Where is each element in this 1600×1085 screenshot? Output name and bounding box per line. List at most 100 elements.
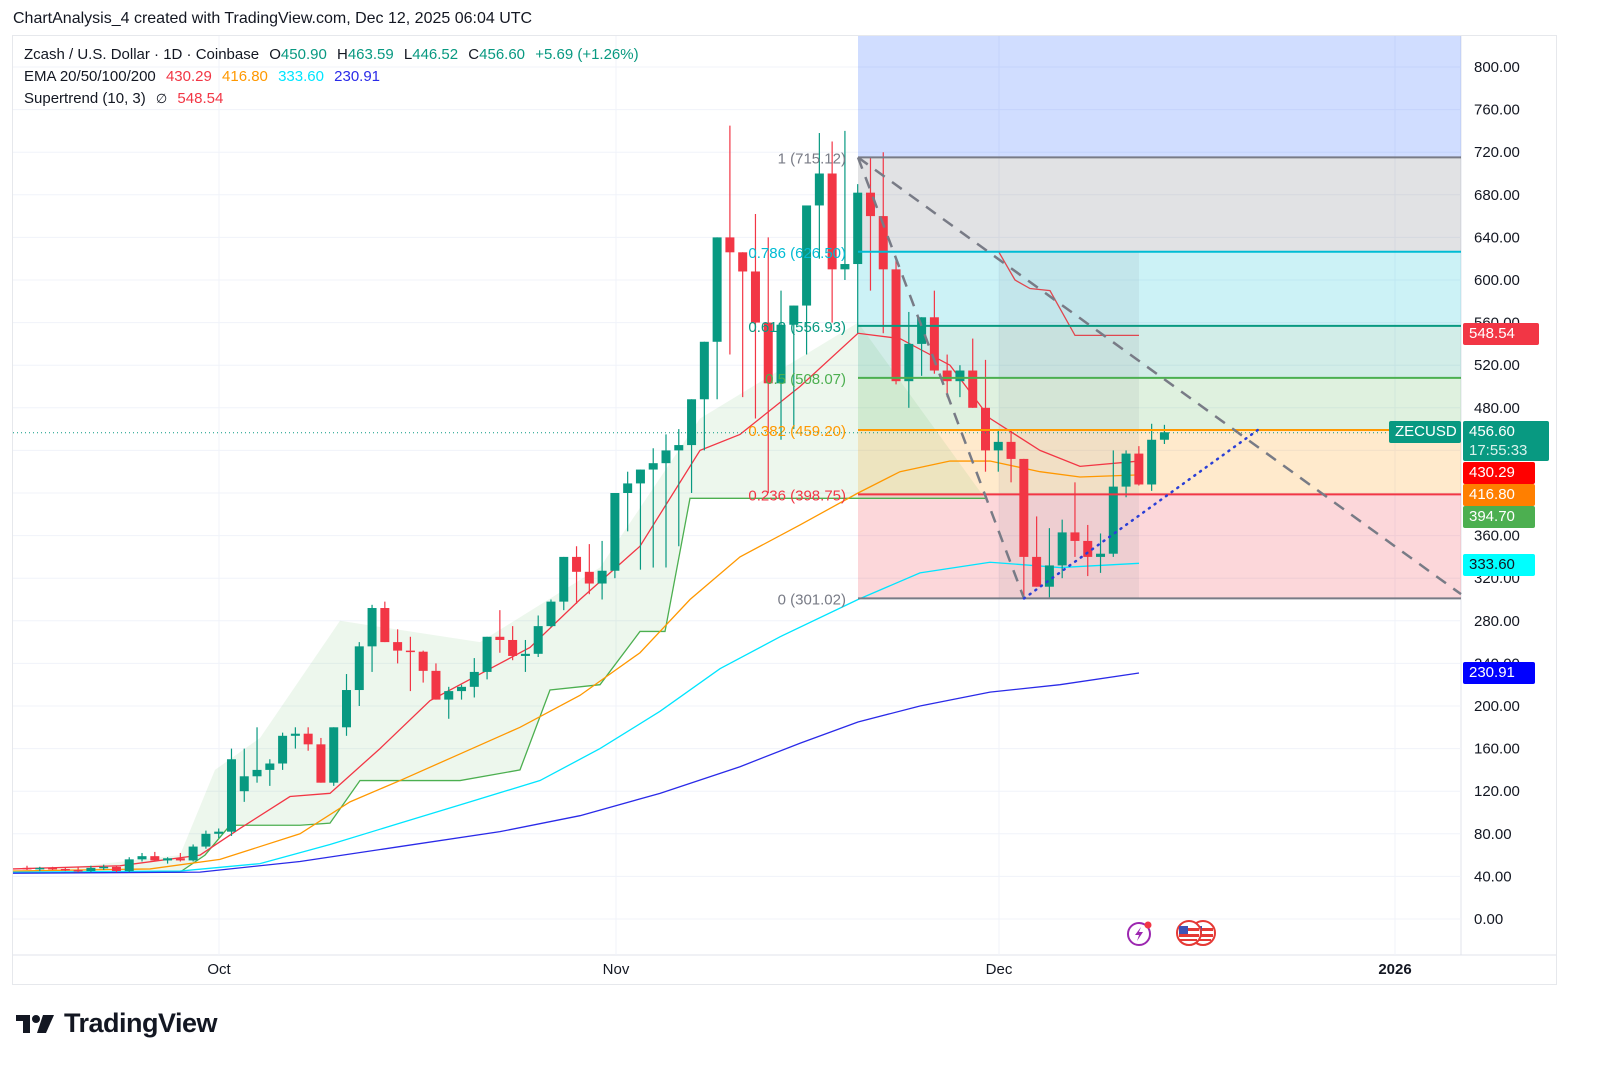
candle[interactable] (380, 601, 390, 643)
fib-trend-line[interactable] (856, 156, 1026, 599)
candle[interactable] (789, 305, 799, 430)
candle[interactable] (99, 864, 109, 871)
candle[interactable] (1057, 519, 1067, 579)
candle[interactable] (124, 857, 134, 873)
candle[interactable] (188, 844, 198, 862)
candle[interactable] (750, 213, 760, 419)
candle[interactable] (1134, 446, 1144, 486)
candle[interactable] (955, 365, 965, 398)
candle[interactable] (878, 152, 888, 334)
candle[interactable] (572, 546, 582, 604)
candle[interactable] (35, 866, 45, 872)
descending-trendline[interactable] (857, 156, 1462, 596)
candle[interactable] (201, 830, 211, 849)
candle[interactable] (137, 852, 147, 862)
candle[interactable] (150, 851, 160, 862)
candle[interactable] (968, 338, 978, 408)
candle[interactable] (431, 663, 441, 700)
candle[interactable] (802, 205, 812, 355)
candle[interactable] (853, 184, 863, 334)
candle[interactable] (495, 610, 505, 653)
candle[interactable] (738, 252, 748, 398)
candle[interactable] (1121, 450, 1131, 498)
candle[interactable] (635, 469, 645, 570)
candle[interactable] (508, 626, 518, 661)
candle[interactable] (303, 727, 313, 751)
candle[interactable] (342, 674, 351, 736)
candle[interactable] (367, 604, 377, 672)
candle[interactable] (546, 599, 556, 628)
symbol-legend[interactable]: Zcash / U.S. Dollar · 1D · Coinbase O450… (24, 46, 639, 63)
candle[interactable] (1032, 516, 1042, 587)
candle[interactable] (610, 493, 620, 579)
tradingview-logo[interactable]: TradingView (16, 1008, 218, 1039)
candle[interactable] (865, 157, 875, 291)
candle[interactable] (48, 866, 58, 871)
candle[interactable] (520, 639, 530, 672)
candle[interactable] (354, 642, 364, 706)
candle[interactable] (904, 311, 914, 408)
hidden-eye-icon[interactable]: ∅ (155, 91, 168, 106)
candle[interactable] (1159, 424, 1169, 445)
candle[interactable] (73, 866, 83, 873)
candle[interactable] (776, 290, 786, 440)
candle[interactable] (214, 828, 224, 839)
candle[interactable] (917, 317, 927, 376)
candle[interactable] (1147, 423, 1157, 491)
x-tick-label: 2026 (1378, 961, 1411, 978)
candle[interactable] (226, 748, 236, 836)
candle[interactable] (86, 865, 96, 873)
candle[interactable] (559, 556, 569, 611)
candle[interactable] (60, 867, 70, 872)
candle[interactable] (111, 865, 121, 873)
candle[interactable] (597, 540, 607, 600)
candle[interactable] (1006, 429, 1016, 483)
candle[interactable] (674, 429, 684, 547)
candle[interactable] (1108, 450, 1118, 557)
candle[interactable] (1019, 458, 1029, 600)
us-flag-event-icon[interactable] (1174, 918, 1222, 948)
candle[interactable] (687, 399, 697, 493)
candle[interactable] (763, 237, 773, 493)
candle[interactable] (265, 759, 275, 786)
candle[interactable] (814, 133, 824, 259)
candle[interactable] (1083, 524, 1093, 577)
candle[interactable] (278, 732, 288, 770)
ascending-support-line[interactable] (1022, 425, 1264, 600)
ema-legend[interactable]: EMA 20/50/100/200 430.29 416.80 333.60 2… (24, 68, 386, 85)
candle[interactable] (648, 448, 658, 568)
candle[interactable] (444, 686, 454, 719)
supertrend-up-tag: 394.70 (1463, 506, 1535, 528)
candle[interactable] (725, 125, 735, 355)
candle[interactable] (942, 354, 952, 398)
candle[interactable] (827, 141, 837, 323)
candle[interactable] (584, 544, 594, 595)
candle[interactable] (252, 727, 262, 783)
candle[interactable] (533, 615, 543, 658)
candle[interactable] (661, 434, 671, 568)
candle[interactable] (840, 130, 850, 280)
candle[interactable] (482, 636, 492, 680)
candle[interactable] (163, 857, 173, 864)
candle[interactable] (290, 727, 300, 749)
lightning-event-icon[interactable] (1125, 918, 1155, 948)
candle[interactable] (405, 636, 415, 692)
candle[interactable] (993, 429, 1003, 472)
candle[interactable] (1096, 533, 1106, 573)
candle[interactable] (469, 658, 479, 698)
candle[interactable] (393, 629, 403, 664)
candle[interactable] (418, 650, 428, 683)
candle[interactable] (329, 727, 339, 786)
candle[interactable] (712, 237, 722, 400)
candle[interactable] (1044, 528, 1054, 598)
candle[interactable] (22, 865, 32, 871)
supertrend-legend[interactable]: Supertrend (10, 3) ∅ 548.54 (24, 90, 229, 107)
candle[interactable] (175, 852, 185, 862)
candle[interactable] (239, 748, 249, 802)
candle[interactable] (699, 341, 709, 451)
candle[interactable] (457, 684, 467, 700)
candle[interactable] (891, 258, 901, 385)
candle[interactable] (316, 737, 326, 783)
candle[interactable] (623, 471, 633, 532)
